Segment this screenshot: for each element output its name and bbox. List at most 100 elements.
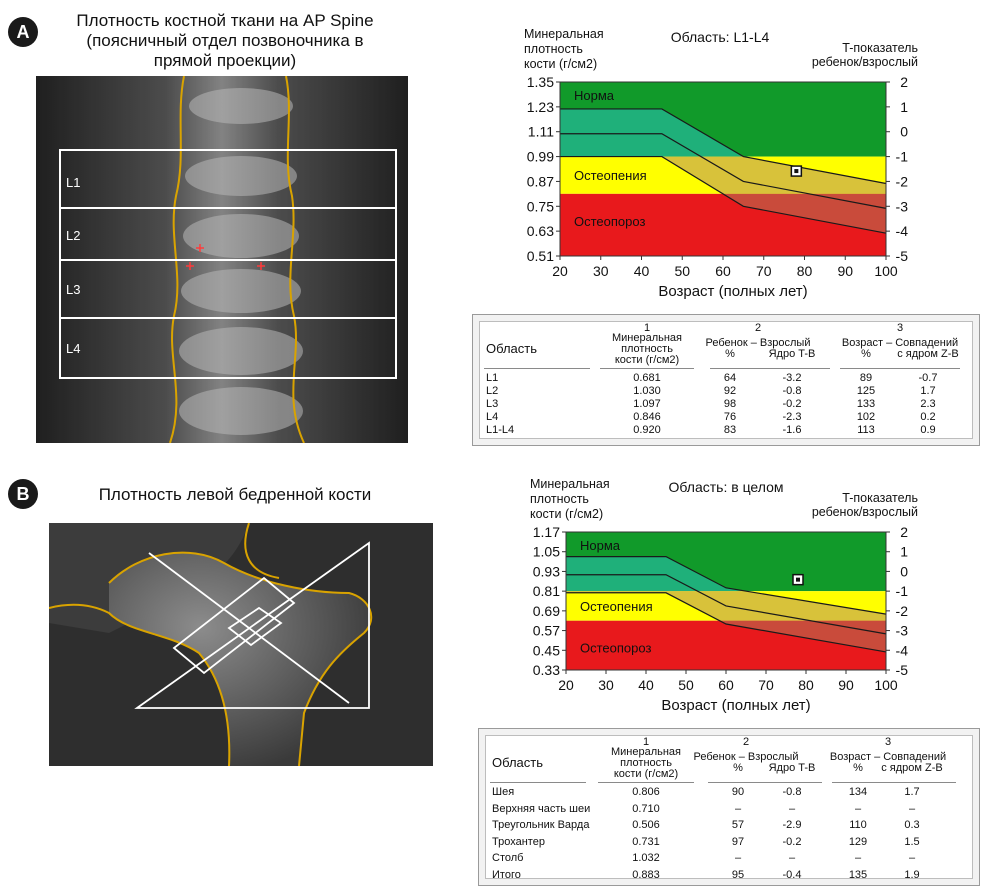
spine-xray-drawing: L1 L2 L3 L4 <box>36 76 408 443</box>
bmd-header-line-2: кости (г/см2) <box>613 768 679 780</box>
t-axis-label-line-0: T-показатель <box>842 41 918 55</box>
row-t-score: -0.8 <box>782 385 802 397</box>
zone-label-0: Норма <box>580 538 621 553</box>
row-z-score: -0.7 <box>918 372 938 384</box>
x-tick-label-3: 50 <box>674 263 690 279</box>
table-a-inner: 1 2 3 Минеральная плотность кости (г/см2) Ребе… <box>479 321 973 439</box>
y-tick-label-5: 0.75 <box>527 198 554 214</box>
femur-title-line-1: Плотность левой бедренной кости <box>98 485 372 504</box>
header-underline-2 <box>708 782 822 783</box>
band-lower <box>560 133 701 157</box>
g2-header-line-2: Ядро T-B <box>768 348 816 360</box>
x-tick-label-4: 60 <box>715 263 731 279</box>
g3-header-line-1: % <box>853 762 863 774</box>
y-tick-label-1: 1.05 <box>533 544 560 560</box>
zone-label-2: Остеопороз <box>580 641 651 656</box>
row-t-score: -2.3 <box>782 411 802 423</box>
patient-marker-dot <box>794 169 799 174</box>
row-t-score: -0.4 <box>782 869 802 881</box>
zone-label-1: Остеопения <box>580 599 653 614</box>
row-zb-pct: 129 <box>848 835 868 848</box>
row-tb-pct: – <box>734 802 742 815</box>
row-tb-pct: 76 <box>723 411 737 423</box>
y-axis-label-line-2: кости (г/см2) <box>524 57 597 71</box>
band-upper <box>809 193 886 209</box>
row-z-score: 2.3 <box>920 398 936 410</box>
row-tb-pct: 83 <box>723 424 737 436</box>
row-tb-pct: 90 <box>731 786 745 798</box>
header-underline-1 <box>600 368 694 369</box>
row-region: L4 <box>486 411 499 423</box>
t-tick-label-7: -5 <box>896 662 909 678</box>
t-axis-label-line-1: ребенок/взрослый <box>812 55 918 69</box>
t-tick-label-7: -5 <box>896 248 909 264</box>
t-tick-label-4: -2 <box>896 603 909 619</box>
group-number-3: 3 <box>896 322 904 334</box>
row-bmd: 0.681 <box>633 372 661 384</box>
band-group-2 <box>723 193 886 234</box>
row-tb-pct: 98 <box>723 398 737 410</box>
row-tb-pct: 57 <box>731 819 745 832</box>
roi-label-l1: L1 <box>66 175 80 190</box>
row-region: Верхняя часть шеи <box>492 802 591 815</box>
row-zb-pct: 113 <box>857 424 875 436</box>
row-t-score: -0.2 <box>782 398 802 410</box>
t-tick-label-5: -3 <box>896 623 909 639</box>
t-tick-label-1: 1 <box>900 99 908 115</box>
g3-header-line-0: Возраст – Совпадений <box>841 337 959 349</box>
y-tick-label-7: 0.33 <box>533 662 560 678</box>
femur-image-title: Плотность левой бедренной кости <box>60 485 410 505</box>
row-z-score: – <box>908 852 916 865</box>
x-tick-label-8: 100 <box>874 677 898 693</box>
row-bmd: 0.846 <box>633 411 661 423</box>
panel-a-badge: A <box>8 17 38 47</box>
row-zb-pct: – <box>854 852 862 865</box>
bmd-header-line-1: плотность <box>621 343 673 355</box>
femur-xray-image <box>49 523 433 766</box>
row-region: Шея <box>492 786 515 798</box>
row-region: L2 <box>486 385 499 397</box>
row-z-score: 0.9 <box>920 424 936 436</box>
t-tick-label-1: 1 <box>900 544 908 560</box>
row-bmd: 1.030 <box>633 385 661 397</box>
row-region: Итого <box>492 869 521 881</box>
y-axis-label-line-0: Минеральная <box>524 27 604 41</box>
header-underline-0 <box>484 368 590 369</box>
x-axis-label: Возраст (полных лет) <box>661 697 810 714</box>
band-lower <box>723 193 886 234</box>
x-tick-label-5: 70 <box>756 263 772 279</box>
y-axis-label-line-2: кости (г/см2) <box>530 507 603 521</box>
row-z-score: 1.7 <box>904 786 920 798</box>
table-a: 1 2 3 Минеральная плотность кости (г/см2) Ребе… <box>472 314 980 446</box>
region-header: Область <box>492 755 544 770</box>
x-tick-label-0: 20 <box>558 677 574 693</box>
t-tick-label-5: -3 <box>896 198 909 214</box>
panel-b-badge: B <box>8 479 38 509</box>
y-tick-label-1: 1.23 <box>527 99 554 115</box>
row-region: L3 <box>486 398 499 410</box>
row-tb-pct: 92 <box>723 385 737 397</box>
femur-xray-drawing <box>49 523 433 766</box>
x-tick-label-2: 40 <box>634 263 650 279</box>
t-tick-label-4: -2 <box>896 173 909 189</box>
row-bmd: 0.710 <box>632 802 660 815</box>
x-tick-label-3: 50 <box>678 677 694 693</box>
x-tick-label-6: 80 <box>798 677 814 693</box>
row-t-score: -1.6 <box>782 424 802 436</box>
g3-header-line-2: с ядром Z-B <box>881 762 943 774</box>
row-bmd: 0.731 <box>632 835 660 848</box>
t-tick-label-6: -4 <box>896 223 909 239</box>
x-tick-label-1: 30 <box>598 677 614 693</box>
x-tick-label-1: 30 <box>593 263 609 279</box>
g3-header-line-0: Возраст – Совпадений <box>829 751 947 763</box>
row-tb-pct: 95 <box>731 869 745 881</box>
band-group-0 <box>566 556 747 592</box>
zone-label-1: Остеопения <box>574 168 647 183</box>
y-tick-label-3: 0.99 <box>527 149 554 165</box>
header-underline-0 <box>490 782 586 783</box>
row-tb-pct: 97 <box>731 835 745 848</box>
zone-label-2: Остеопороз <box>574 214 645 229</box>
band-lower <box>560 156 810 194</box>
t-tick-label-6: -4 <box>896 642 909 658</box>
